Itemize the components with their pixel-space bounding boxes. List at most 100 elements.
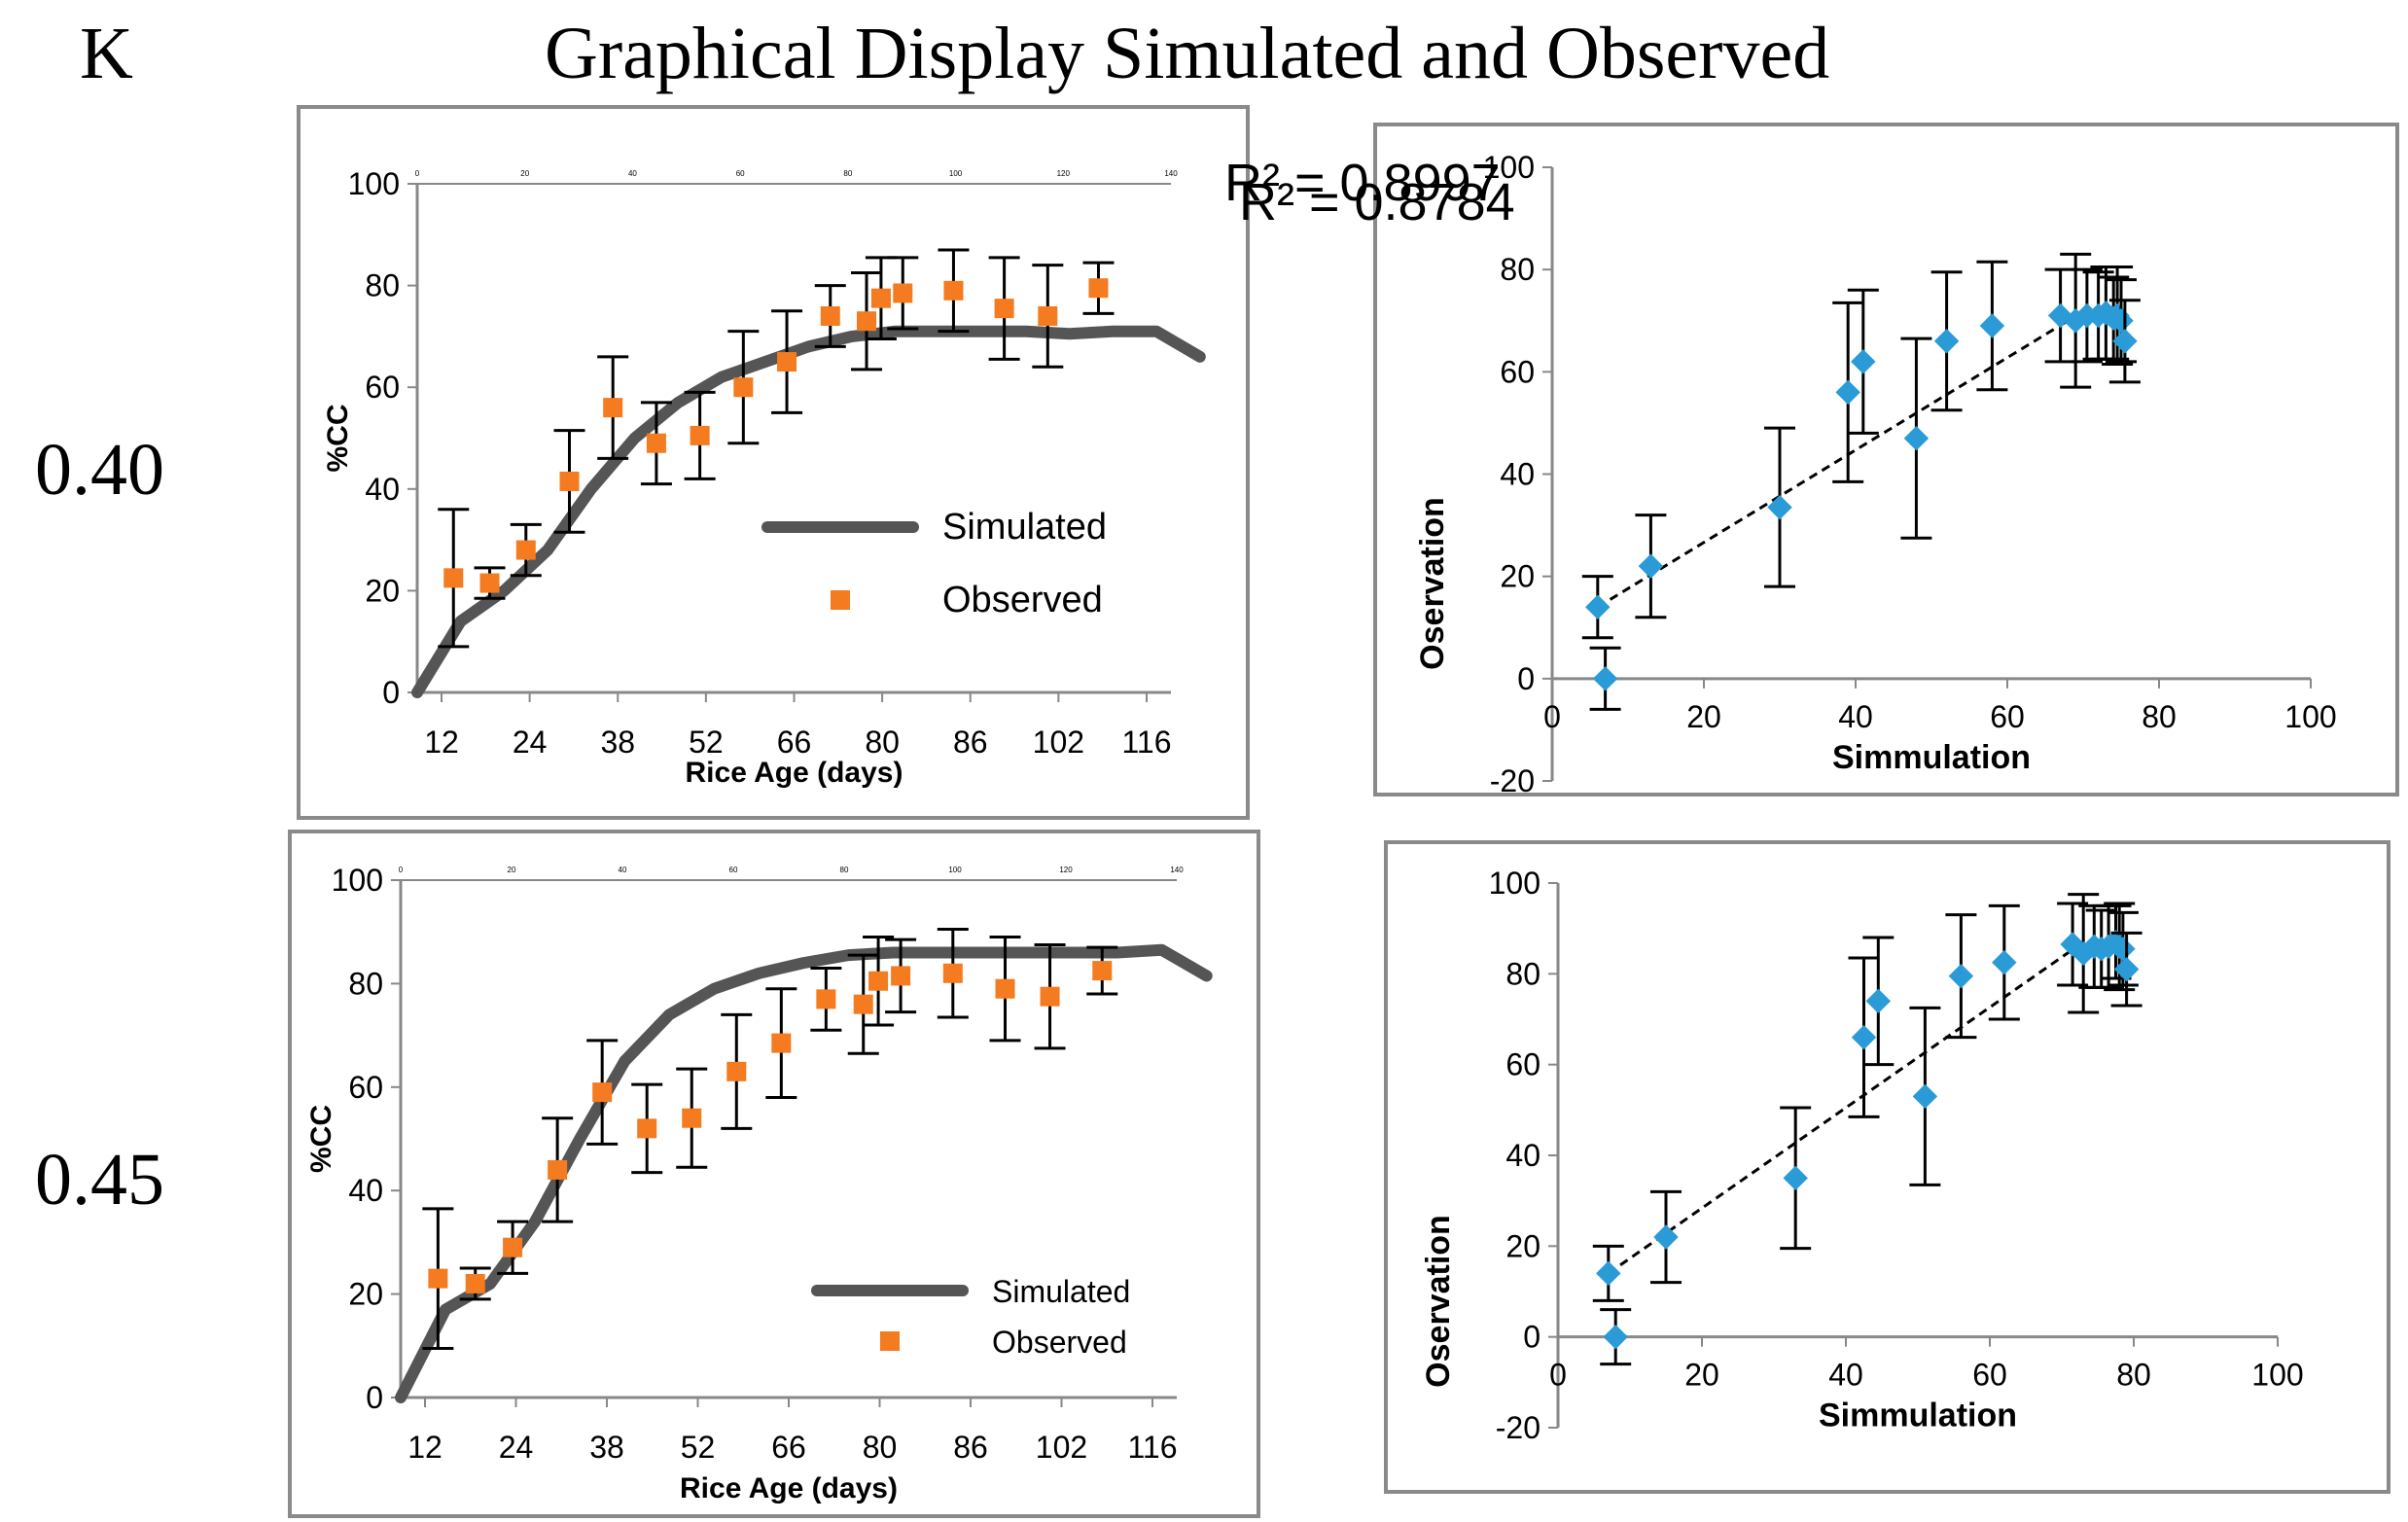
y-tick-label: 60: [348, 1070, 383, 1105]
y-tick-label: 0: [1523, 1320, 1540, 1355]
observed-point: [682, 1108, 702, 1128]
observed-point: [503, 1237, 523, 1257]
x-tick-label: 80: [2116, 1358, 2151, 1393]
y-tick-label: 0: [1517, 661, 1535, 696]
data-point: [2112, 329, 2138, 354]
x-tick-label: 66: [771, 1430, 806, 1465]
top-tick-label: 120: [1057, 169, 1071, 178]
x-tick-label: 116: [1127, 1430, 1177, 1465]
x-tick-label: 100: [2284, 699, 2336, 734]
observed-point: [1038, 305, 1058, 326]
r-squared-annotation: R² = 0.8784: [1239, 173, 1515, 231]
data-point: [2113, 956, 2140, 982]
top-tick-label: 140: [1164, 169, 1178, 178]
data-point: [1903, 425, 1930, 451]
top-tick-label: 0: [399, 866, 404, 874]
x-tick-label: 12: [424, 725, 459, 760]
y-tick-label: 80: [365, 268, 400, 303]
data-point: [1948, 963, 1974, 989]
x-tick-label: 0: [1543, 699, 1561, 734]
top-tick-label: 80: [840, 866, 849, 874]
x-axis-label: Simmulation: [1819, 1398, 2017, 1434]
x-tick-label: 24: [513, 725, 548, 760]
y-tick-label: 80: [1505, 956, 1540, 991]
simulated-line: [395, 943, 1213, 1403]
data-point: [1979, 313, 2005, 338]
x-tick-label: 102: [1033, 725, 1084, 760]
y-tick-label: 40: [1500, 457, 1535, 492]
x-tick-label: 80: [865, 725, 900, 760]
observed-point: [559, 471, 580, 491]
y-axis-label: %CC: [322, 404, 354, 472]
legend-simulated-label: Simulated: [992, 1274, 1130, 1309]
cc-chart-040: 0 20 40 60 80 100 12 24 38 52 66 80 86 102 116 0 20 40 60 8…: [322, 166, 1206, 789]
y-tick-label: 20: [365, 573, 400, 608]
observed-point: [1088, 278, 1109, 299]
r-squared-annotation: R² = 0.8997: [1224, 154, 1501, 212]
observed-point: [893, 283, 913, 303]
trendline: [1597, 319, 2070, 609]
y-tick-label: 20: [1505, 1228, 1540, 1263]
observed-point: [942, 963, 963, 983]
observed-point: [443, 568, 464, 588]
x-tick-label: 52: [689, 725, 724, 760]
y-tick-label: 100: [1483, 150, 1535, 185]
observed-point: [479, 573, 500, 593]
x-tick-label: 116: [1121, 725, 1171, 760]
data-point: [1638, 553, 1664, 579]
data-point: [1851, 349, 1876, 374]
data-point: [1835, 379, 1860, 406]
top-tick-label: 20: [508, 866, 516, 874]
y-tick-label: 20: [348, 1277, 383, 1312]
data-point: [1767, 494, 1792, 520]
simulated-line: [411, 325, 1206, 698]
observed-point: [603, 398, 623, 418]
x-tick-label: 66: [777, 725, 812, 760]
observed-point: [733, 377, 754, 398]
observed-point: [870, 288, 891, 308]
cc-chart-045: 0 20 40 60 80 100 12 24 38 52 66 80 86 102 116 0 20 40 60 8…: [305, 863, 1213, 1504]
legend-observed-label: Observed: [992, 1325, 1127, 1360]
x-axis-label: Simmulation: [1832, 739, 2031, 776]
x-tick-label: 38: [600, 725, 635, 760]
observed-point: [548, 1159, 568, 1180]
x-axis-label: Rice Age (days): [686, 757, 903, 789]
top-tick-label: 40: [619, 866, 627, 874]
observed-point: [995, 978, 1015, 999]
observed-point: [857, 311, 877, 332]
data-point: [1603, 1324, 1628, 1350]
y-tick-label: 80: [1500, 252, 1535, 287]
observed-point: [777, 352, 797, 372]
observed-point: [1092, 961, 1113, 981]
data-point: [1851, 1024, 1877, 1050]
y-axis-label: %CC: [305, 1105, 337, 1173]
top-tick-label: 100: [948, 866, 962, 874]
top-tick-label: 120: [1059, 866, 1073, 874]
y-tick-label: 0: [366, 1380, 383, 1415]
observed-point: [891, 966, 911, 986]
top-tick-label: 100: [949, 169, 963, 178]
observed-point: [690, 425, 710, 445]
data-point: [1592, 666, 1618, 691]
x-tick-label: 38: [589, 1430, 624, 1465]
x-tick-label: 80: [2142, 699, 2177, 734]
x-tick-label: 102: [1036, 1430, 1087, 1465]
cc-chart-panel-045: 0 20 40 60 80 100 12 24 38 52 66 80 86 102 116 0 20 40 60 8…: [288, 830, 1260, 1518]
data-point: [1912, 1083, 1938, 1110]
x-tick-label: 20: [1684, 1358, 1719, 1393]
y-tick-label: 0: [382, 675, 400, 710]
data-point: [2110, 936, 2136, 962]
legend-observed-label: Observed: [942, 580, 1103, 620]
y-axis-label: Oservation: [1414, 497, 1451, 670]
y-tick-label: -20: [1496, 1410, 1540, 1445]
top-tick-label: 0: [415, 169, 420, 178]
y-tick-label: 100: [348, 166, 400, 201]
x-tick-label: 86: [953, 1430, 988, 1465]
x-tick-label: 100: [2251, 1358, 2303, 1393]
data-point: [1783, 1165, 1808, 1191]
trendline: [1607, 940, 2085, 1275]
legend-simulated-label: Simulated: [942, 507, 1107, 548]
panel-letter: K: [80, 13, 133, 94]
y-tick-label: 40: [348, 1173, 383, 1208]
